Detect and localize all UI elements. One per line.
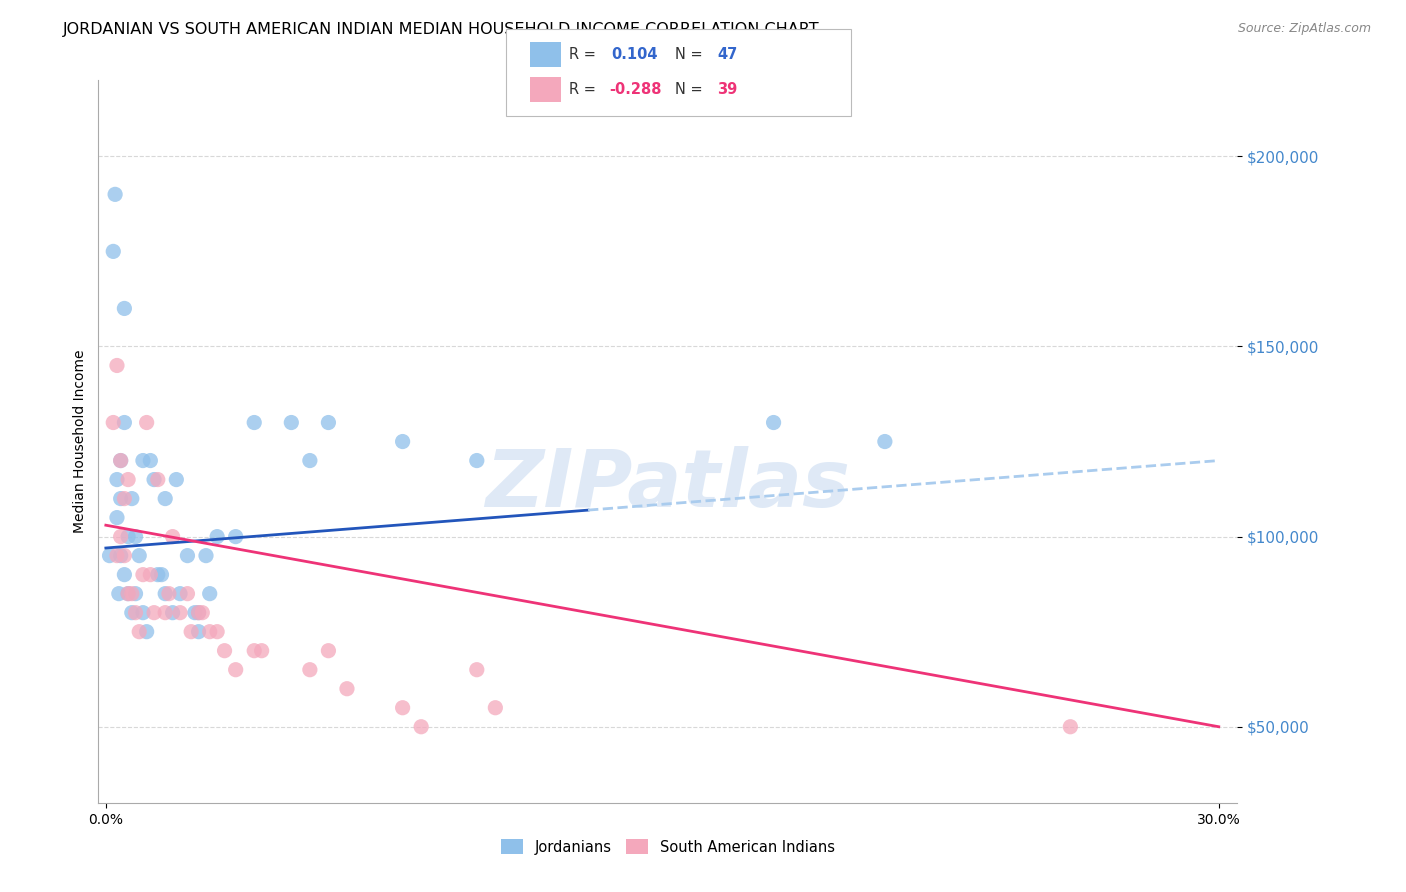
Point (105, 549, 128, 563)
Point (180, 624, 202, 639)
Point (411, 720, 433, 734)
Point (110, 491, 132, 506)
Point (112, 301, 135, 316)
Text: R =: R = (569, 82, 600, 97)
Point (112, 567, 135, 582)
Point (121, 587, 143, 601)
Text: -0.288: -0.288 (609, 82, 661, 97)
Point (103, 416, 125, 430)
Point (153, 606, 176, 620)
Point (98, 549, 121, 563)
Point (143, 606, 166, 620)
Point (117, 587, 139, 601)
Point (135, 624, 157, 639)
Point (128, 624, 150, 639)
Point (184, 606, 207, 620)
Text: N =: N = (675, 47, 707, 62)
Point (225, 530, 247, 544)
Point (465, 453, 488, 467)
Point (187, 624, 209, 639)
Point (195, 549, 218, 563)
Text: 39: 39 (717, 82, 737, 97)
Point (117, 530, 139, 544)
Point (132, 453, 155, 467)
Point (191, 606, 214, 620)
Point (103, 244, 125, 259)
Point (157, 587, 180, 601)
Text: JORDANIAN VS SOUTH AMERICAN INDIAN MEDIAN HOUSEHOLD INCOME CORRELATION CHART: JORDANIAN VS SOUTH AMERICAN INDIAN MEDIA… (63, 22, 820, 37)
Point (121, 491, 143, 506)
Point (150, 567, 173, 582)
Point (162, 530, 184, 544)
Point (139, 453, 162, 467)
Point (205, 530, 228, 544)
Point (146, 567, 169, 582)
Point (117, 587, 139, 601)
Point (104, 187, 127, 202)
Point (105, 359, 128, 373)
Point (110, 549, 132, 563)
Point (169, 606, 191, 620)
Point (110, 530, 132, 544)
Point (108, 587, 131, 601)
Point (298, 663, 321, 677)
Point (198, 624, 221, 639)
Point (124, 587, 146, 601)
Point (280, 416, 302, 430)
Point (250, 643, 273, 657)
Point (225, 663, 247, 677)
Point (165, 473, 187, 487)
Point (110, 453, 132, 467)
Point (105, 473, 128, 487)
Point (391, 700, 413, 714)
Point (484, 700, 506, 714)
Point (112, 491, 135, 506)
Text: Source: ZipAtlas.com: Source: ZipAtlas.com (1237, 22, 1371, 36)
Point (187, 606, 209, 620)
Text: N =: N = (675, 82, 707, 97)
Point (121, 606, 143, 620)
Point (132, 606, 155, 620)
Point (153, 587, 176, 601)
Point (187, 606, 209, 620)
Point (153, 491, 176, 506)
Point (139, 567, 162, 582)
Point (176, 549, 198, 563)
Text: R =: R = (569, 47, 600, 62)
Point (465, 663, 488, 677)
Point (198, 587, 221, 601)
Point (243, 416, 266, 430)
Point (146, 473, 169, 487)
Text: 47: 47 (717, 47, 737, 62)
Text: 0.104: 0.104 (612, 47, 658, 62)
Y-axis label: Median Household Income: Median Household Income (73, 350, 87, 533)
Point (1059, 720, 1081, 734)
Point (762, 416, 785, 430)
Point (128, 549, 150, 563)
Point (243, 643, 266, 657)
Legend: Jordanians, South American Indians: Jordanians, South American Indians (495, 833, 841, 861)
Point (132, 567, 155, 582)
Point (205, 624, 228, 639)
Point (169, 587, 191, 601)
Point (110, 453, 132, 467)
Point (162, 606, 184, 620)
Point (135, 416, 157, 430)
Point (124, 530, 146, 544)
Point (112, 549, 135, 563)
Point (318, 416, 340, 430)
Point (214, 643, 236, 657)
Point (176, 587, 198, 601)
Point (391, 434, 413, 449)
Point (124, 606, 146, 620)
Point (112, 416, 135, 430)
Point (117, 473, 139, 487)
Point (336, 681, 359, 696)
Point (318, 643, 340, 657)
Point (143, 473, 166, 487)
Point (105, 510, 128, 524)
Text: ZIPatlas: ZIPatlas (485, 446, 851, 524)
Point (873, 434, 896, 449)
Point (298, 453, 321, 467)
